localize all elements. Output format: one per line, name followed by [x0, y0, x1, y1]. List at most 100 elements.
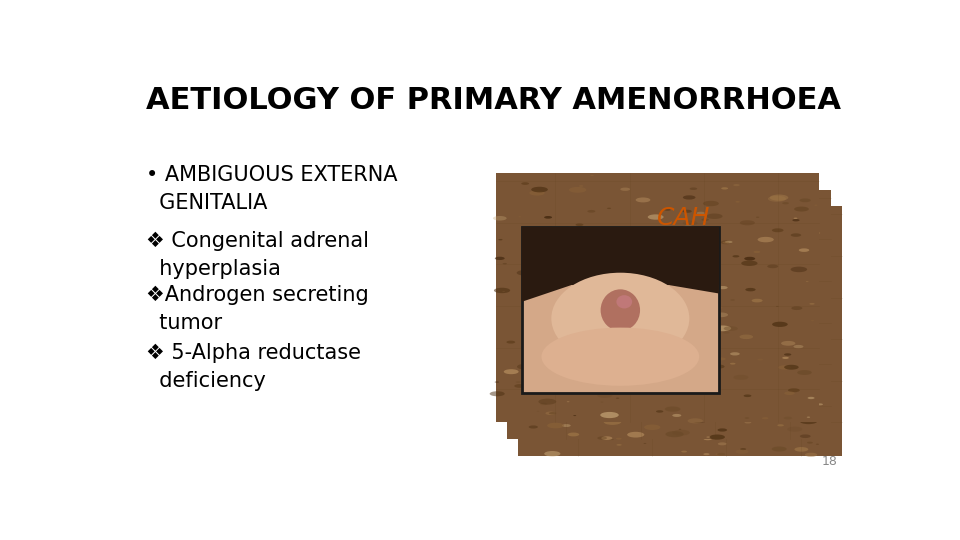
Ellipse shape	[592, 316, 607, 321]
Ellipse shape	[689, 187, 697, 190]
Ellipse shape	[630, 362, 646, 368]
Ellipse shape	[628, 251, 638, 254]
Ellipse shape	[708, 335, 711, 336]
Ellipse shape	[678, 286, 694, 291]
Ellipse shape	[657, 431, 660, 433]
Ellipse shape	[565, 321, 580, 326]
Ellipse shape	[626, 340, 633, 342]
Ellipse shape	[614, 373, 625, 376]
Ellipse shape	[517, 364, 535, 369]
Ellipse shape	[731, 352, 740, 355]
Ellipse shape	[755, 402, 770, 407]
Ellipse shape	[746, 368, 755, 370]
Ellipse shape	[619, 208, 631, 212]
Ellipse shape	[780, 319, 796, 325]
Ellipse shape	[534, 255, 550, 260]
Ellipse shape	[521, 316, 531, 319]
Ellipse shape	[568, 309, 572, 310]
Ellipse shape	[791, 306, 803, 310]
Ellipse shape	[503, 263, 507, 265]
Ellipse shape	[754, 251, 760, 253]
Ellipse shape	[709, 435, 725, 440]
Ellipse shape	[784, 360, 797, 364]
Ellipse shape	[683, 210, 692, 213]
Ellipse shape	[651, 404, 660, 407]
Ellipse shape	[654, 395, 660, 397]
Ellipse shape	[612, 403, 629, 409]
Ellipse shape	[507, 260, 517, 264]
Ellipse shape	[806, 416, 810, 418]
Ellipse shape	[740, 448, 746, 450]
Ellipse shape	[629, 246, 641, 251]
Ellipse shape	[555, 365, 565, 369]
Ellipse shape	[579, 380, 584, 381]
Ellipse shape	[646, 230, 660, 235]
Ellipse shape	[619, 234, 623, 235]
Ellipse shape	[627, 269, 637, 273]
Ellipse shape	[712, 367, 716, 369]
Ellipse shape	[731, 418, 735, 420]
Ellipse shape	[660, 339, 677, 345]
Ellipse shape	[659, 310, 676, 316]
Ellipse shape	[628, 258, 631, 259]
Ellipse shape	[770, 194, 788, 201]
Ellipse shape	[510, 413, 519, 416]
Ellipse shape	[597, 436, 607, 440]
Ellipse shape	[782, 350, 790, 353]
Ellipse shape	[692, 335, 702, 339]
Ellipse shape	[607, 375, 619, 380]
Ellipse shape	[672, 399, 679, 401]
Ellipse shape	[658, 364, 673, 370]
Ellipse shape	[723, 241, 729, 244]
Ellipse shape	[519, 338, 522, 339]
Bar	[518, 206, 842, 456]
Ellipse shape	[559, 245, 575, 251]
Ellipse shape	[807, 442, 813, 444]
Ellipse shape	[673, 430, 690, 436]
Ellipse shape	[730, 274, 738, 277]
Ellipse shape	[544, 451, 561, 456]
Ellipse shape	[717, 428, 727, 431]
Ellipse shape	[656, 413, 666, 416]
Ellipse shape	[616, 200, 620, 201]
Ellipse shape	[583, 290, 600, 295]
Ellipse shape	[811, 320, 814, 321]
Ellipse shape	[624, 382, 638, 387]
Ellipse shape	[666, 213, 683, 218]
Ellipse shape	[516, 270, 533, 275]
Ellipse shape	[616, 444, 622, 446]
Ellipse shape	[545, 411, 556, 415]
Ellipse shape	[735, 201, 740, 202]
Ellipse shape	[706, 260, 708, 261]
Ellipse shape	[494, 256, 505, 260]
Ellipse shape	[782, 357, 789, 359]
Ellipse shape	[584, 249, 594, 252]
Ellipse shape	[649, 258, 659, 261]
Ellipse shape	[697, 241, 704, 243]
Ellipse shape	[797, 431, 800, 432]
Ellipse shape	[542, 401, 548, 403]
Ellipse shape	[791, 212, 806, 217]
Ellipse shape	[699, 281, 709, 284]
Ellipse shape	[572, 375, 577, 376]
Ellipse shape	[643, 352, 651, 354]
Ellipse shape	[535, 278, 552, 284]
Ellipse shape	[539, 249, 551, 253]
Bar	[522, 227, 719, 393]
Ellipse shape	[675, 253, 682, 255]
Ellipse shape	[544, 394, 551, 396]
Ellipse shape	[508, 344, 520, 348]
Ellipse shape	[599, 311, 608, 314]
Text: CAH: CAH	[657, 206, 710, 230]
Ellipse shape	[745, 421, 752, 423]
Ellipse shape	[686, 303, 701, 308]
Ellipse shape	[563, 339, 570, 341]
Ellipse shape	[564, 326, 570, 328]
Ellipse shape	[563, 378, 570, 380]
Ellipse shape	[525, 399, 540, 403]
Ellipse shape	[555, 337, 571, 342]
Ellipse shape	[597, 349, 605, 352]
Ellipse shape	[582, 380, 598, 386]
Ellipse shape	[523, 206, 535, 211]
Ellipse shape	[594, 364, 607, 368]
